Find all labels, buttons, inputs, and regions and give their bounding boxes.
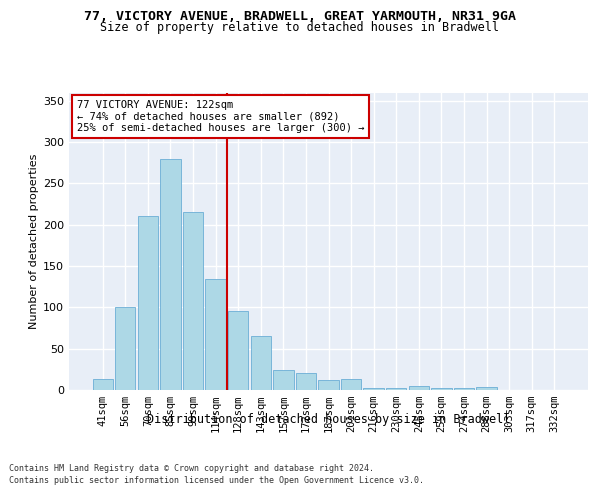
Bar (183, 212, 203, 390)
Bar (205, 280, 226, 390)
Bar (431, 388, 452, 390)
Y-axis label: Number of detached properties: Number of detached properties (29, 154, 39, 329)
Bar (364, 388, 384, 390)
Bar (296, 372, 316, 390)
Bar (386, 388, 406, 390)
Text: Size of property relative to detached houses in Bradwell: Size of property relative to detached ho… (101, 21, 499, 34)
Bar (160, 160, 181, 390)
Text: Contains public sector information licensed under the Open Government Licence v3: Contains public sector information licen… (9, 476, 424, 485)
Text: Contains HM Land Registry data © Crown copyright and database right 2024.: Contains HM Land Registry data © Crown c… (9, 464, 374, 473)
Text: 77, VICTORY AVENUE, BRADWELL, GREAT YARMOUTH, NR31 9GA: 77, VICTORY AVENUE, BRADWELL, GREAT YARM… (84, 10, 516, 23)
Bar (138, 216, 158, 390)
Bar (251, 336, 271, 390)
Bar (273, 370, 293, 390)
Text: 77 VICTORY AVENUE: 122sqm
← 74% of detached houses are smaller (892)
25% of semi: 77 VICTORY AVENUE: 122sqm ← 74% of detac… (77, 100, 364, 133)
Bar (228, 312, 248, 390)
Bar (319, 380, 338, 390)
Bar (341, 380, 361, 390)
Bar (454, 388, 474, 390)
Text: Distribution of detached houses by size in Bradwell: Distribution of detached houses by size … (147, 412, 511, 426)
Bar (115, 306, 136, 390)
Bar (476, 386, 497, 390)
Bar (92, 380, 113, 390)
Bar (409, 386, 429, 390)
